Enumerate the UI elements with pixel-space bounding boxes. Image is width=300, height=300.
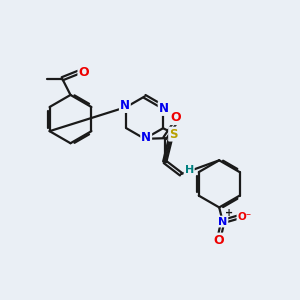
Text: S: S [169, 128, 178, 141]
Text: O: O [213, 234, 224, 247]
Text: O: O [78, 66, 89, 79]
Text: O⁻: O⁻ [237, 212, 252, 222]
Text: N: N [159, 102, 169, 115]
Text: N: N [218, 217, 227, 226]
Text: O: O [170, 111, 181, 124]
Text: +: + [225, 208, 233, 218]
Text: N: N [120, 99, 130, 112]
Text: H: H [184, 165, 194, 175]
Text: N: N [141, 131, 151, 144]
